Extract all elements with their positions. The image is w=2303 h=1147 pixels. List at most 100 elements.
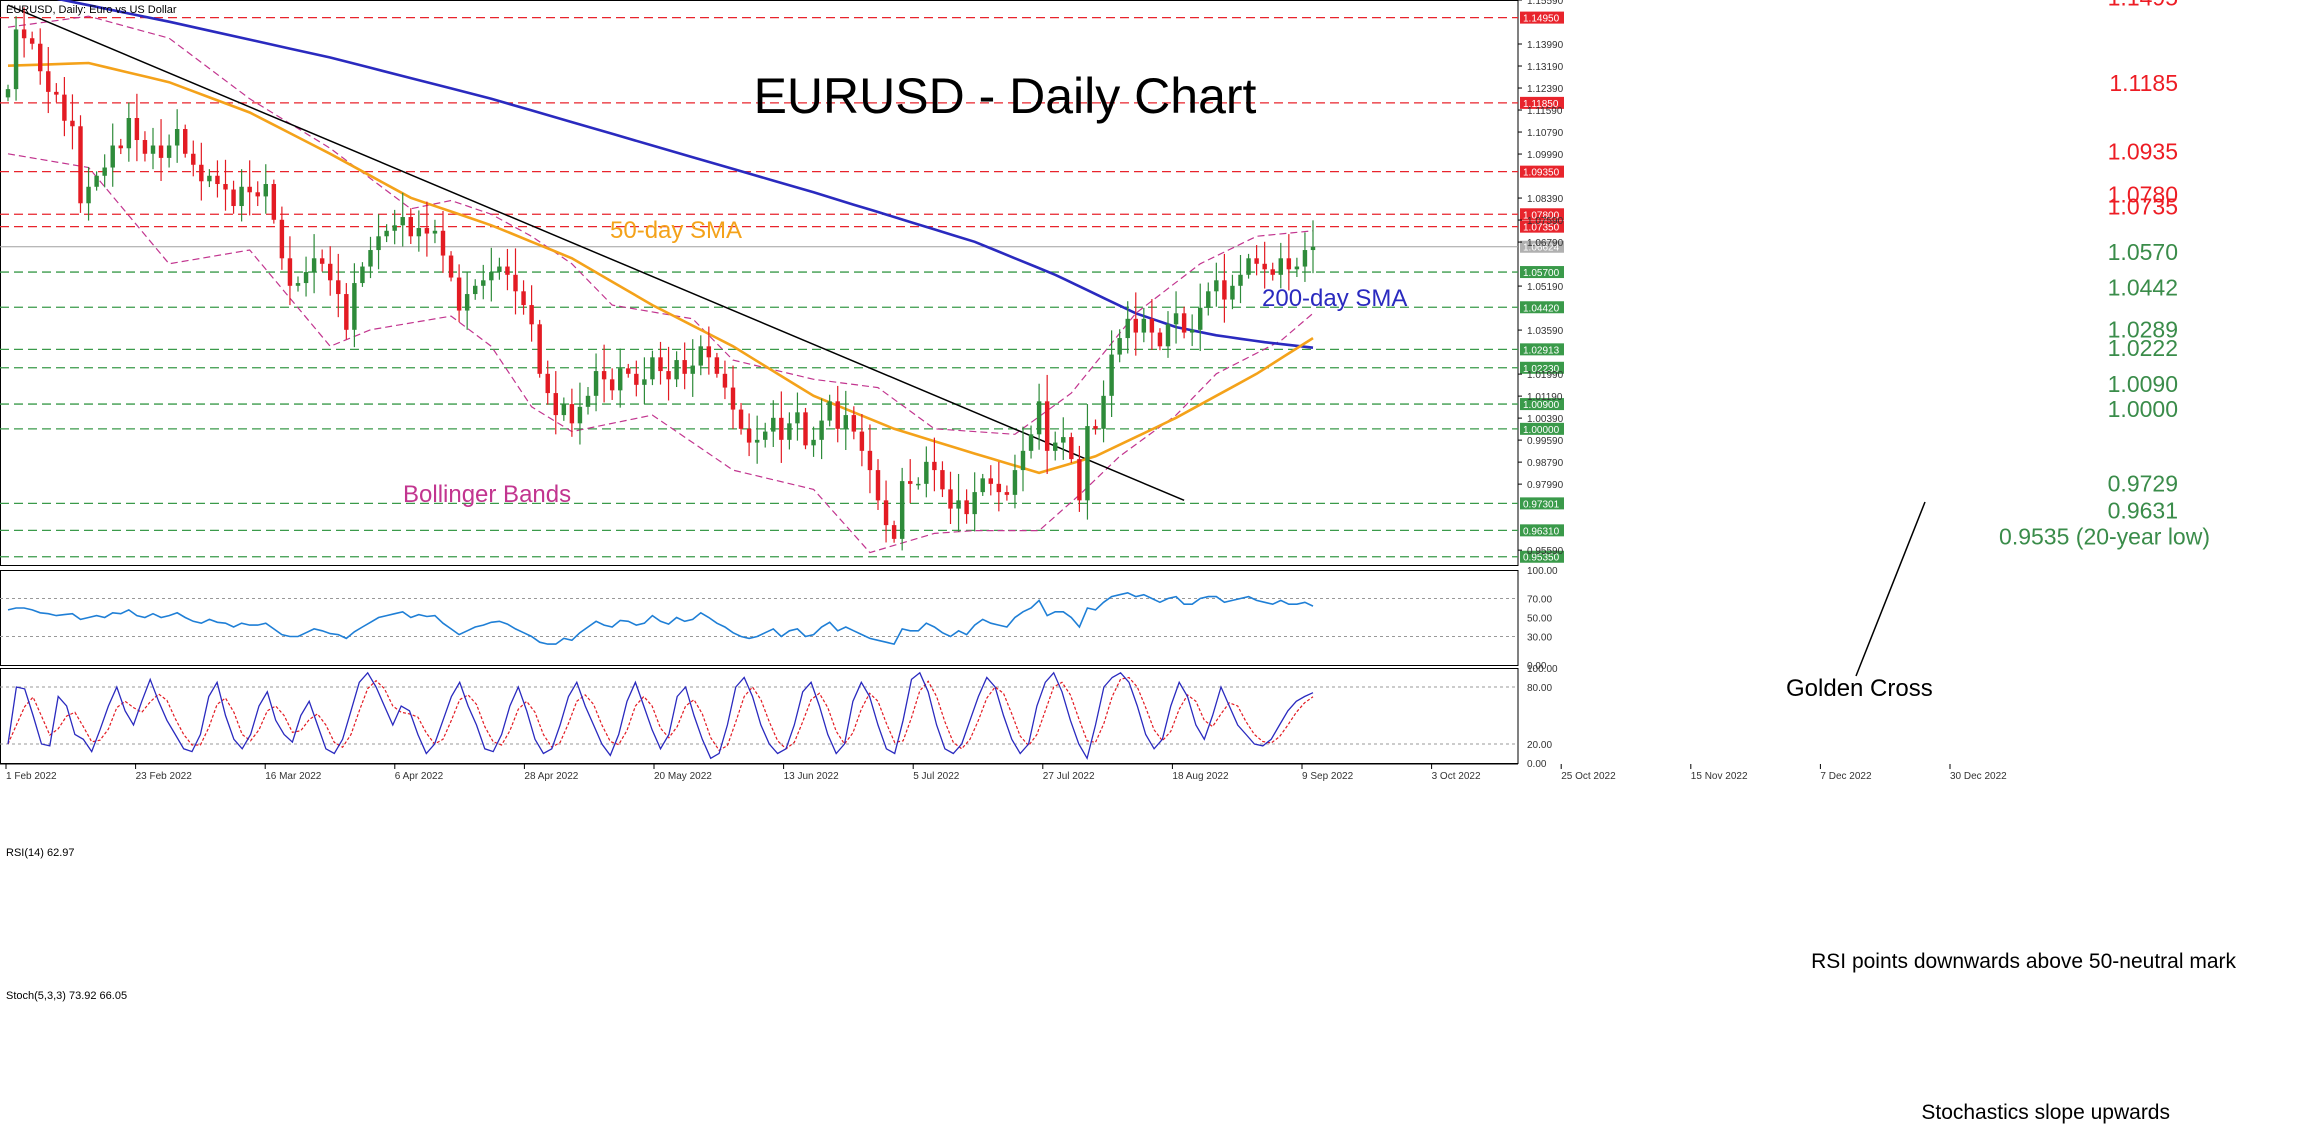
level-tag	[1520, 266, 1564, 279]
candle-body	[988, 478, 993, 484]
level-tag	[1520, 301, 1564, 314]
candle-body	[287, 258, 293, 286]
sma50-line	[7, 61, 1314, 475]
candle-body	[1125, 318, 1130, 339]
rsi-line	[7, 591, 1314, 646]
level-label: 1.0222	[2108, 335, 2178, 361]
candle-body	[400, 217, 405, 226]
x-tick-label: 20 May 2022	[654, 771, 712, 782]
candle-body	[448, 255, 454, 278]
candle-body	[134, 118, 140, 141]
candle-body	[521, 291, 526, 306]
level-tag-text: 1.14950	[1523, 14, 1560, 25]
level-label: 1.0442	[2108, 274, 2178, 300]
y-tick-label: 0.98790	[1527, 458, 1564, 469]
candle-body	[803, 412, 808, 446]
candle-body	[1294, 266, 1300, 270]
current-price-tag	[1520, 240, 1564, 253]
candle-body	[1028, 434, 1034, 451]
level-tag-text: 0.96310	[1523, 526, 1560, 537]
candle-body	[1101, 395, 1106, 429]
y-tick-label: 1.10790	[1527, 128, 1564, 139]
candle-body	[29, 38, 35, 44]
candle-body	[199, 164, 204, 182]
candle-body	[1133, 318, 1138, 333]
candle-body	[746, 428, 752, 443]
level-tag	[1520, 96, 1564, 109]
chart-title: EURUSD - Daily Chart	[754, 68, 1257, 124]
candle-body	[336, 280, 341, 295]
level-tag	[1520, 361, 1564, 374]
candle-body	[1117, 338, 1122, 355]
level-label: 1.0570	[2108, 239, 2178, 265]
y-tick-label: 1.13190	[1527, 62, 1564, 73]
candle-body	[1206, 291, 1211, 308]
rsi-tick-label: 30.00	[1527, 633, 1552, 644]
candle-body	[690, 365, 695, 374]
sma50-label: 50-day SMA	[610, 217, 742, 244]
candle-body	[666, 371, 671, 380]
level-tag-text: 1.04420	[1523, 303, 1560, 314]
level-tag-text: 1.09350	[1523, 168, 1560, 179]
candle-body	[183, 129, 188, 154]
candle-body	[706, 346, 712, 358]
candle-body	[843, 415, 848, 429]
candle-body	[118, 145, 123, 149]
rsi-tick-label: 50.00	[1527, 614, 1552, 625]
x-tick-label: 16 Mar 2022	[265, 771, 322, 782]
stoch-k-line	[7, 671, 1314, 761]
candle-body	[231, 189, 236, 207]
candle-body	[464, 294, 470, 311]
candle-body	[1270, 269, 1275, 275]
candle-body	[432, 230, 438, 234]
level-tag	[1520, 11, 1564, 24]
candle-body	[62, 94, 67, 121]
main-panel-frame	[0, 0, 1519, 566]
y-tick-label: 1.03590	[1527, 326, 1564, 337]
candle-body	[513, 274, 518, 292]
candle-body	[891, 525, 897, 539]
candle-body	[5, 89, 11, 98]
candle-body	[593, 371, 599, 396]
level-tag-text: 0.95350	[1523, 553, 1560, 564]
candle-body	[1004, 492, 1010, 495]
candle-body	[54, 91, 59, 95]
sma200-label: 200-day SMA	[1262, 285, 1407, 312]
candle-body	[908, 481, 913, 484]
candle-body	[529, 305, 534, 325]
level-tag	[1520, 550, 1564, 563]
candle-body	[1222, 280, 1227, 300]
x-tick-label: 1 Feb 2022	[6, 771, 57, 782]
candle-body	[609, 379, 615, 391]
candle-body	[795, 412, 800, 424]
downtrend-line	[7, 4, 1185, 502]
candle-body	[1238, 274, 1243, 286]
x-tick-label: 9 Sep 2022	[1302, 771, 1354, 782]
y-tick-label: 1.01190	[1527, 392, 1563, 403]
candle-body	[473, 285, 478, 295]
candle-body	[158, 145, 164, 158]
level-tag	[1520, 398, 1564, 411]
candle-body	[980, 478, 985, 493]
x-tick-label: 5 Jul 2022	[913, 771, 960, 782]
candle-body	[440, 230, 446, 256]
candle-body	[1254, 258, 1259, 264]
candle-body	[1189, 329, 1195, 333]
candle-body	[835, 401, 840, 429]
candle-body	[1198, 307, 1203, 330]
candle-body	[763, 431, 768, 440]
candle-body	[1077, 459, 1082, 501]
candle-body	[626, 368, 631, 374]
x-tick-label: 3 Oct 2022	[1432, 771, 1481, 782]
candle-body	[303, 272, 309, 284]
candle-body	[1230, 285, 1235, 300]
golden-cross-pointer	[1855, 501, 1926, 677]
candle-body	[1310, 246, 1316, 251]
y-tick-label: 0.99590	[1527, 436, 1564, 447]
candle-body	[142, 140, 148, 154]
y-tick-label: 1.13990	[1527, 40, 1564, 51]
candle-body	[295, 283, 301, 286]
candle-body	[827, 401, 832, 421]
level-tag-text: 1.07350	[1523, 223, 1560, 234]
level-label: 1.0935	[2108, 139, 2178, 165]
